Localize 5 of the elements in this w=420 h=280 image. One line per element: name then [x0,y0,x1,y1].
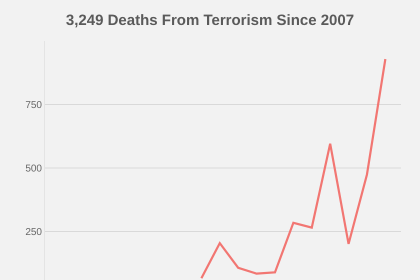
y-tick-label: 500 [25,164,42,175]
chart-title: 3,249 Deaths From Terrorism Since 2007 [66,12,354,29]
line-series [200,58,386,280]
y-tick-label: 250 [25,227,42,238]
y-tick-label: 750 [25,100,42,112]
